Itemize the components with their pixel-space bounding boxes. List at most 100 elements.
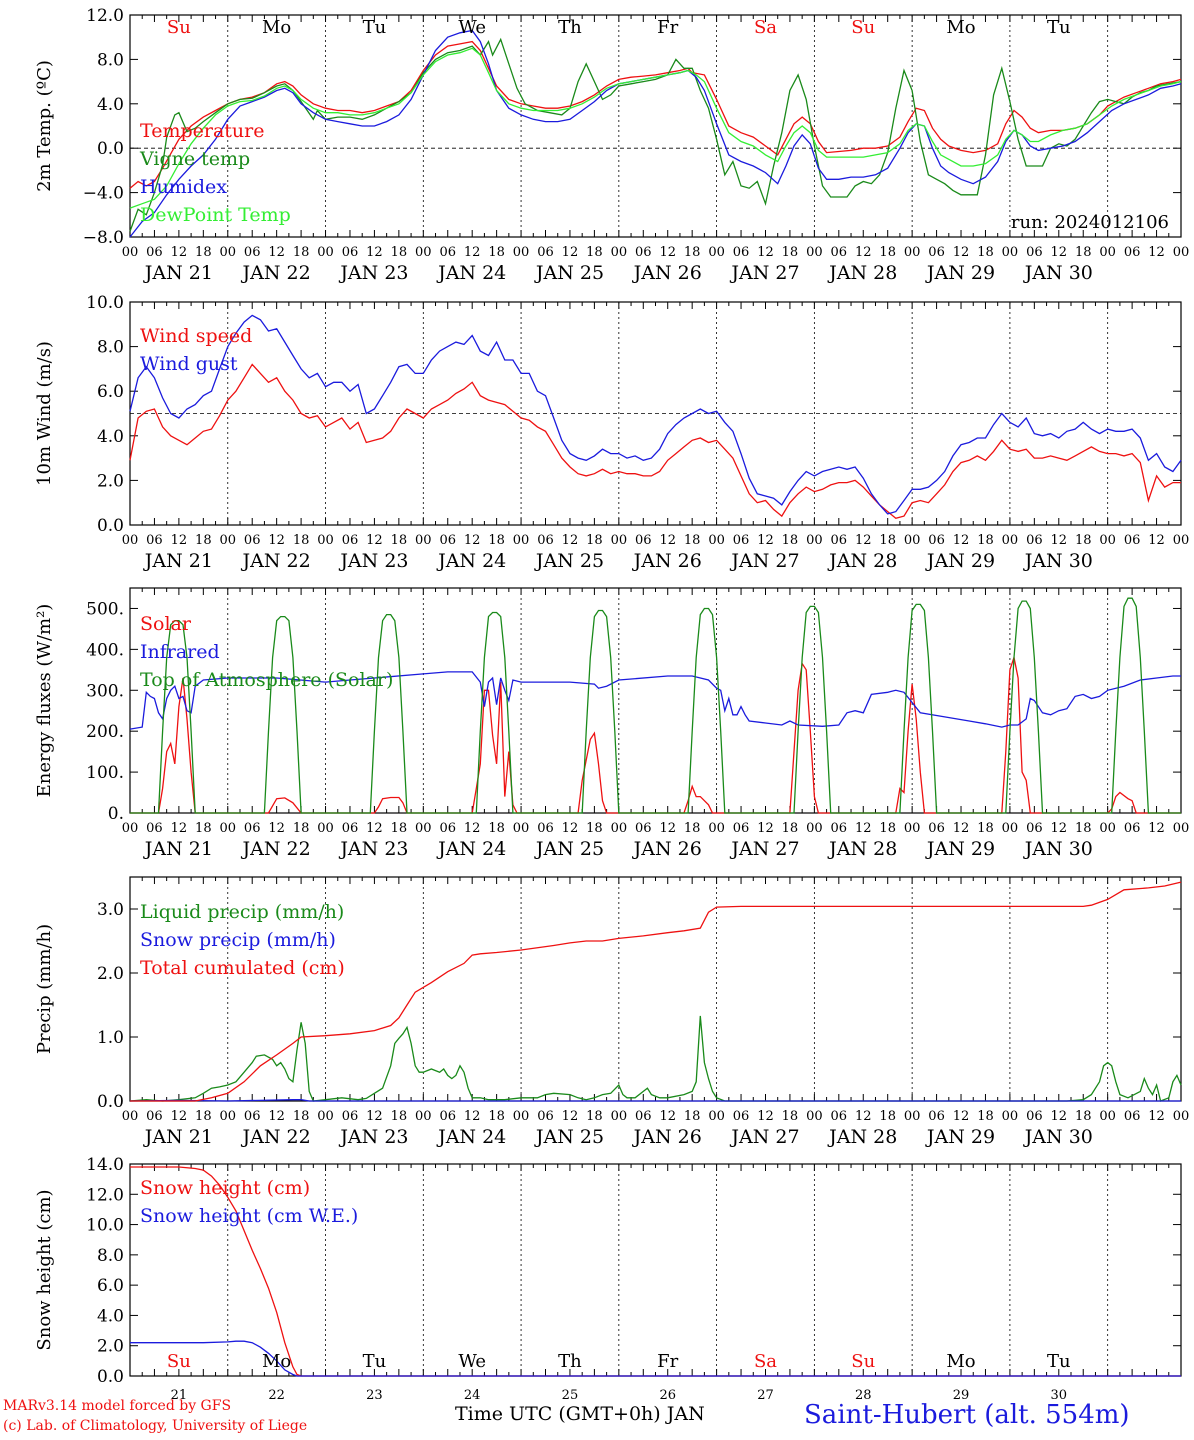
snow-weekday-label: Su bbox=[851, 1351, 875, 1372]
temp-ytick-label: 4.0 bbox=[97, 95, 124, 115]
wind-hour-label: 06 bbox=[1124, 533, 1141, 548]
temp-hour-label: 12 bbox=[366, 245, 383, 260]
snow-ytick-label: 4.0 bbox=[97, 1306, 124, 1326]
precip-hour-label: 00 bbox=[415, 1109, 432, 1124]
temp-hour-label: 00 bbox=[1002, 245, 1019, 260]
snow-ytick-label: 14.0 bbox=[86, 1155, 124, 1175]
temp-hour-label: 00 bbox=[1173, 245, 1190, 260]
wind-hour-label: 18 bbox=[879, 533, 896, 548]
snow-day-number: 22 bbox=[268, 1388, 285, 1403]
energy-date-label: JAN 30 bbox=[1023, 838, 1093, 860]
energy-hour-label: 12 bbox=[171, 821, 188, 836]
temp-hour-label: 12 bbox=[953, 245, 970, 260]
snow-day-number: 27 bbox=[757, 1388, 774, 1403]
precip-hour-label: 00 bbox=[611, 1109, 628, 1124]
temp-date-label: JAN 21 bbox=[143, 262, 213, 284]
precip-hour-label: 12 bbox=[366, 1109, 383, 1124]
energy-hour-label: 00 bbox=[415, 821, 432, 836]
wind-ytick-label: 0.0 bbox=[97, 516, 124, 536]
temp-hour-label: 00 bbox=[708, 245, 725, 260]
temp-hour-label: 12 bbox=[1051, 245, 1068, 260]
energy-date-label: JAN 25 bbox=[534, 838, 604, 860]
temp-ytick-label: 0.0 bbox=[97, 139, 124, 159]
energy-hour-label: 06 bbox=[928, 821, 945, 836]
precip-hour-label: 18 bbox=[684, 1109, 701, 1124]
energy-ylabel: Energy fluxes (W/m²) bbox=[34, 604, 55, 798]
energy-hour-label: 06 bbox=[831, 821, 848, 836]
precip-hour-label: 18 bbox=[879, 1109, 896, 1124]
wind-hour-label: 18 bbox=[1075, 533, 1092, 548]
weekday-label: Fr bbox=[657, 17, 678, 38]
snow-day-number: 30 bbox=[1051, 1388, 1068, 1403]
temp-hour-label: 00 bbox=[219, 245, 236, 260]
wind-hour-label: 18 bbox=[977, 533, 994, 548]
temp-hour-label: 00 bbox=[513, 245, 530, 260]
wind-hour-label: 06 bbox=[928, 533, 945, 548]
energy-ytick-label: 300. bbox=[86, 681, 124, 701]
precip-ylabel: Precip (mm/h) bbox=[34, 924, 55, 1054]
energy-hour-label: 12 bbox=[562, 821, 579, 836]
temp-hour-label: 06 bbox=[635, 245, 652, 260]
time-axis-label: Time UTC (GMT+0h) bbox=[455, 1403, 661, 1425]
temp-hour-label: 12 bbox=[268, 245, 285, 260]
temp-date-label: JAN 28 bbox=[827, 262, 897, 284]
wind-hour-label: 00 bbox=[1099, 533, 1116, 548]
precip-hour-label: 12 bbox=[757, 1109, 774, 1124]
wind-hour-label: 12 bbox=[171, 533, 188, 548]
temp-hour-label: 12 bbox=[1148, 245, 1165, 260]
temp-hour-label: 00 bbox=[1099, 245, 1116, 260]
wind-hour-label: 00 bbox=[611, 533, 628, 548]
precip-hour-label: 06 bbox=[733, 1109, 750, 1124]
temp-hour-label: 12 bbox=[562, 245, 579, 260]
weekday-label: Mo bbox=[946, 17, 975, 38]
weekday-label: Mo bbox=[262, 17, 291, 38]
temp-date-label: JAN 27 bbox=[729, 262, 799, 284]
temp-hour-label: 06 bbox=[244, 245, 261, 260]
precip-hour-label: 00 bbox=[1099, 1109, 1116, 1124]
precip-legend-entry: Snow precip (mm/h) bbox=[140, 929, 336, 951]
snow-day-number: 29 bbox=[953, 1388, 970, 1403]
weekday-label: Th bbox=[558, 17, 582, 38]
weekday-label: Tu bbox=[363, 17, 387, 38]
weekday-label: Sa bbox=[754, 17, 777, 38]
energy-series-top-of-atmosphere-solar- bbox=[130, 597, 1181, 814]
temp-hour-label: 06 bbox=[342, 245, 359, 260]
temp-date-label: JAN 24 bbox=[436, 262, 506, 284]
wind-ytick-label: 2.0 bbox=[97, 471, 124, 491]
wind-hour-label: 00 bbox=[219, 533, 236, 548]
energy-hour-label: 00 bbox=[806, 821, 823, 836]
energy-hour-label: 00 bbox=[708, 821, 725, 836]
wind-hour-label: 18 bbox=[586, 533, 603, 548]
time-axis-month: JAN bbox=[666, 1403, 705, 1425]
snow-ytick-label: 0.0 bbox=[97, 1367, 124, 1387]
precip-hour-label: 06 bbox=[146, 1109, 163, 1124]
wind-hour-label: 00 bbox=[1002, 533, 1019, 548]
temp-hour-label: 18 bbox=[586, 245, 603, 260]
temp-hour-label: 18 bbox=[391, 245, 408, 260]
temp-hour-label: 06 bbox=[1124, 245, 1141, 260]
precip-hour-label: 00 bbox=[317, 1109, 334, 1124]
wind-hour-label: 06 bbox=[537, 533, 554, 548]
temp-hour-label: 06 bbox=[1026, 245, 1043, 260]
wind-ytick-label: 8.0 bbox=[97, 338, 124, 358]
energy-date-label: JAN 28 bbox=[827, 838, 897, 860]
snow-day-number: 21 bbox=[171, 1388, 188, 1403]
wind-hour-label: 06 bbox=[244, 533, 261, 548]
energy-hour-label: 12 bbox=[757, 821, 774, 836]
snow-ytick-label: 2.0 bbox=[97, 1337, 124, 1357]
energy-hour-label: 12 bbox=[1051, 821, 1068, 836]
temp-hour-label: 12 bbox=[464, 245, 481, 260]
precip-hour-label: 18 bbox=[293, 1109, 310, 1124]
temp-legend-entry: DewPoint Temp bbox=[140, 204, 291, 226]
energy-hour-label: 06 bbox=[146, 821, 163, 836]
precip-hour-label: 06 bbox=[537, 1109, 554, 1124]
temp-hour-label: 06 bbox=[831, 245, 848, 260]
snow-day-number: 25 bbox=[562, 1388, 579, 1403]
wind-hour-label: 06 bbox=[831, 533, 848, 548]
energy-hour-label: 18 bbox=[977, 821, 994, 836]
energy-ytick-label: 500. bbox=[86, 599, 124, 619]
precip-ytick-label: 3.0 bbox=[97, 900, 124, 920]
precip-hour-label: 18 bbox=[586, 1109, 603, 1124]
wind-hour-label: 12 bbox=[1051, 533, 1068, 548]
precip-hour-label: 12 bbox=[953, 1109, 970, 1124]
